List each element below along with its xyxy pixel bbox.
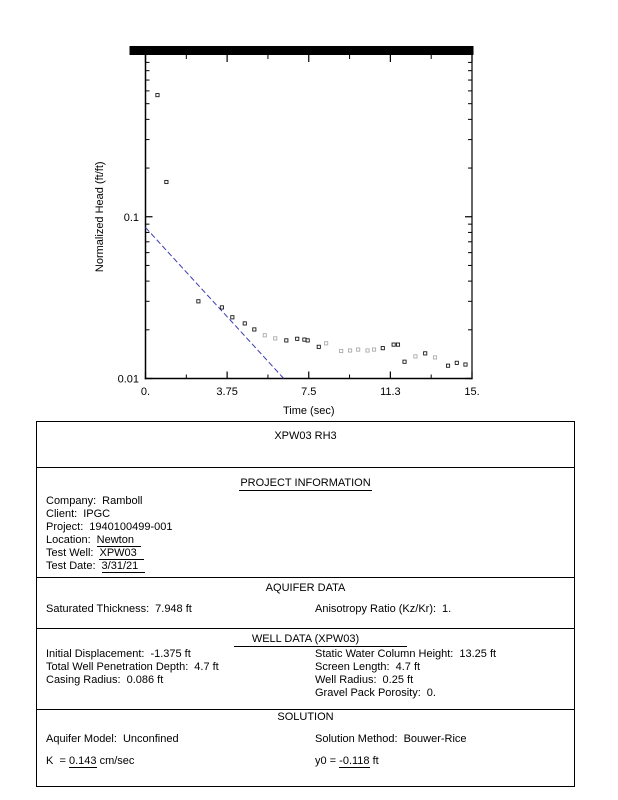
data-point [302,337,307,342]
data-point [395,342,401,347]
solution-method: Solution Method: Bouwer-Rice [315,733,467,745]
x-tick-label: 0. [141,386,150,398]
company-value: Ramboll [102,495,143,507]
data-point [454,360,459,365]
data-point [164,179,169,185]
y-tick-label: 0.1 [124,212,139,224]
k-value: 0.143 [68,755,97,768]
company-row: Company: Ramboll [46,495,143,507]
screen-length: Screen Length: 4.7 ft [315,661,421,674]
static-water-column: Static Water Column Height: 13.25 ft [315,648,497,660]
data-point [324,341,329,346]
data-point [348,348,353,353]
x-tick-label: 11.3 [380,386,401,398]
anisotropy-ratio: Anisotropy Ratio (Kz/Kr): 1. [315,603,452,615]
section-aquifer-data: AQUIFER DATA Saturated Thickness: 7.948 f… [37,578,574,629]
saturated-thickness: Saturated Thickness: 7.948 ft [46,603,192,615]
client-row: Client: IPGC [46,508,111,521]
y0-result: y0 = -0.118 ft [315,755,379,768]
gravel-pack-porosity: Gravel Pack Porosity: 0. [315,687,436,700]
well-data-right: Static Water Column Height: 13.25 ft Scre… [315,648,496,700]
project-row: Project: 1940100499-001 [46,521,173,534]
data-point [155,93,160,98]
penetration-depth: Total Well Penetration Depth: 4.7 ft [46,661,219,674]
data-point [273,336,278,341]
well-radius: Well Radius: 0.25 ft [315,674,414,687]
section-well-data: WELL DATA (XPW03) Initial Displacement: -… [37,629,574,710]
report-title: XPW03 RH3 [274,430,337,442]
data-point [380,346,385,351]
location-value: Newton [96,534,141,548]
x-axis-title: Time (sec) [283,405,335,417]
aquifer-data-heading: AQUIFER DATA [265,582,346,594]
plot-top-bar [129,46,474,55]
data-point [230,315,235,320]
data-point [423,351,428,356]
data-point [305,338,310,343]
x-tick-label: 7.5 [301,386,316,398]
data-point [316,344,321,349]
data-point [242,321,247,326]
project-info-block: Company: Ramboll Client: IPGC Project: 1940… [46,495,173,574]
project-information-heading: PROJECT INFORMATION [239,477,372,491]
data-point [295,336,300,341]
data-point [284,338,289,343]
data-point [262,333,267,338]
test-well-row: Test Well: XPW03 [46,547,173,561]
project-value: 1940100499-001 [89,521,173,534]
well-data-heading: WELL DATA (XPW03) [251,633,360,645]
data-point [196,299,201,304]
client-value: IPGC [83,508,111,521]
data-point [391,342,396,347]
section-title: XPW03 RH3 [37,422,574,468]
well-data-heading-rule [234,646,407,647]
report-table: XPW03 RH3 PROJECT INFORMATION Company: Ra… [36,421,575,787]
x-tick-label: 3.75 [216,386,237,398]
location-row: Location: Newton [46,534,173,548]
data-point [402,359,407,364]
well-data-left: Initial Displacement: -1.375 ft Total Wel… [46,648,219,687]
y-tick-label: 0.01 [118,374,139,386]
x-tick-label: 15. [464,386,479,398]
data-point [432,355,438,360]
test-date-row: Test Date: 3/31/21 [46,560,173,574]
data-point [252,327,257,332]
section-solution: SOLUTION Aquifer Model: Unconfined Soluti… [37,710,574,786]
k-result: K = 0.143 cm/sec [46,755,135,768]
data-point [372,347,377,352]
y-axis-title: Normalized Head (ft/ft) [94,161,106,272]
test-date-value: 3/31/21 [101,560,146,574]
chart-canvas: 0. 3.75 7.5 11.3 15. 0.1 0.01 Time (sec) Normali… [94,46,480,417]
data-point [463,362,468,367]
section-project-information: PROJECT INFORMATION Company: Ramboll Clie… [37,468,574,578]
test-well-value: XPW03 [99,547,144,561]
data-point [365,348,370,353]
casing-radius: Casing Radius: 0.086 ft [46,674,164,687]
slug-test-chart: 0. 3.75 7.5 11.3 15. 0.1 0.01 Time (sec) Normali… [94,46,480,417]
data-point [446,363,451,368]
y0-value: -0.118 [339,755,370,768]
data-point [219,305,224,310]
data-point [339,348,344,353]
data-point [356,347,361,352]
initial-displacement: Initial Displacement: -1.375 ft [46,648,191,660]
solution-heading: SOLUTION [277,711,334,723]
data-point [413,354,418,359]
aquifer-model: Aquifer Model: Unconfined [46,733,179,745]
